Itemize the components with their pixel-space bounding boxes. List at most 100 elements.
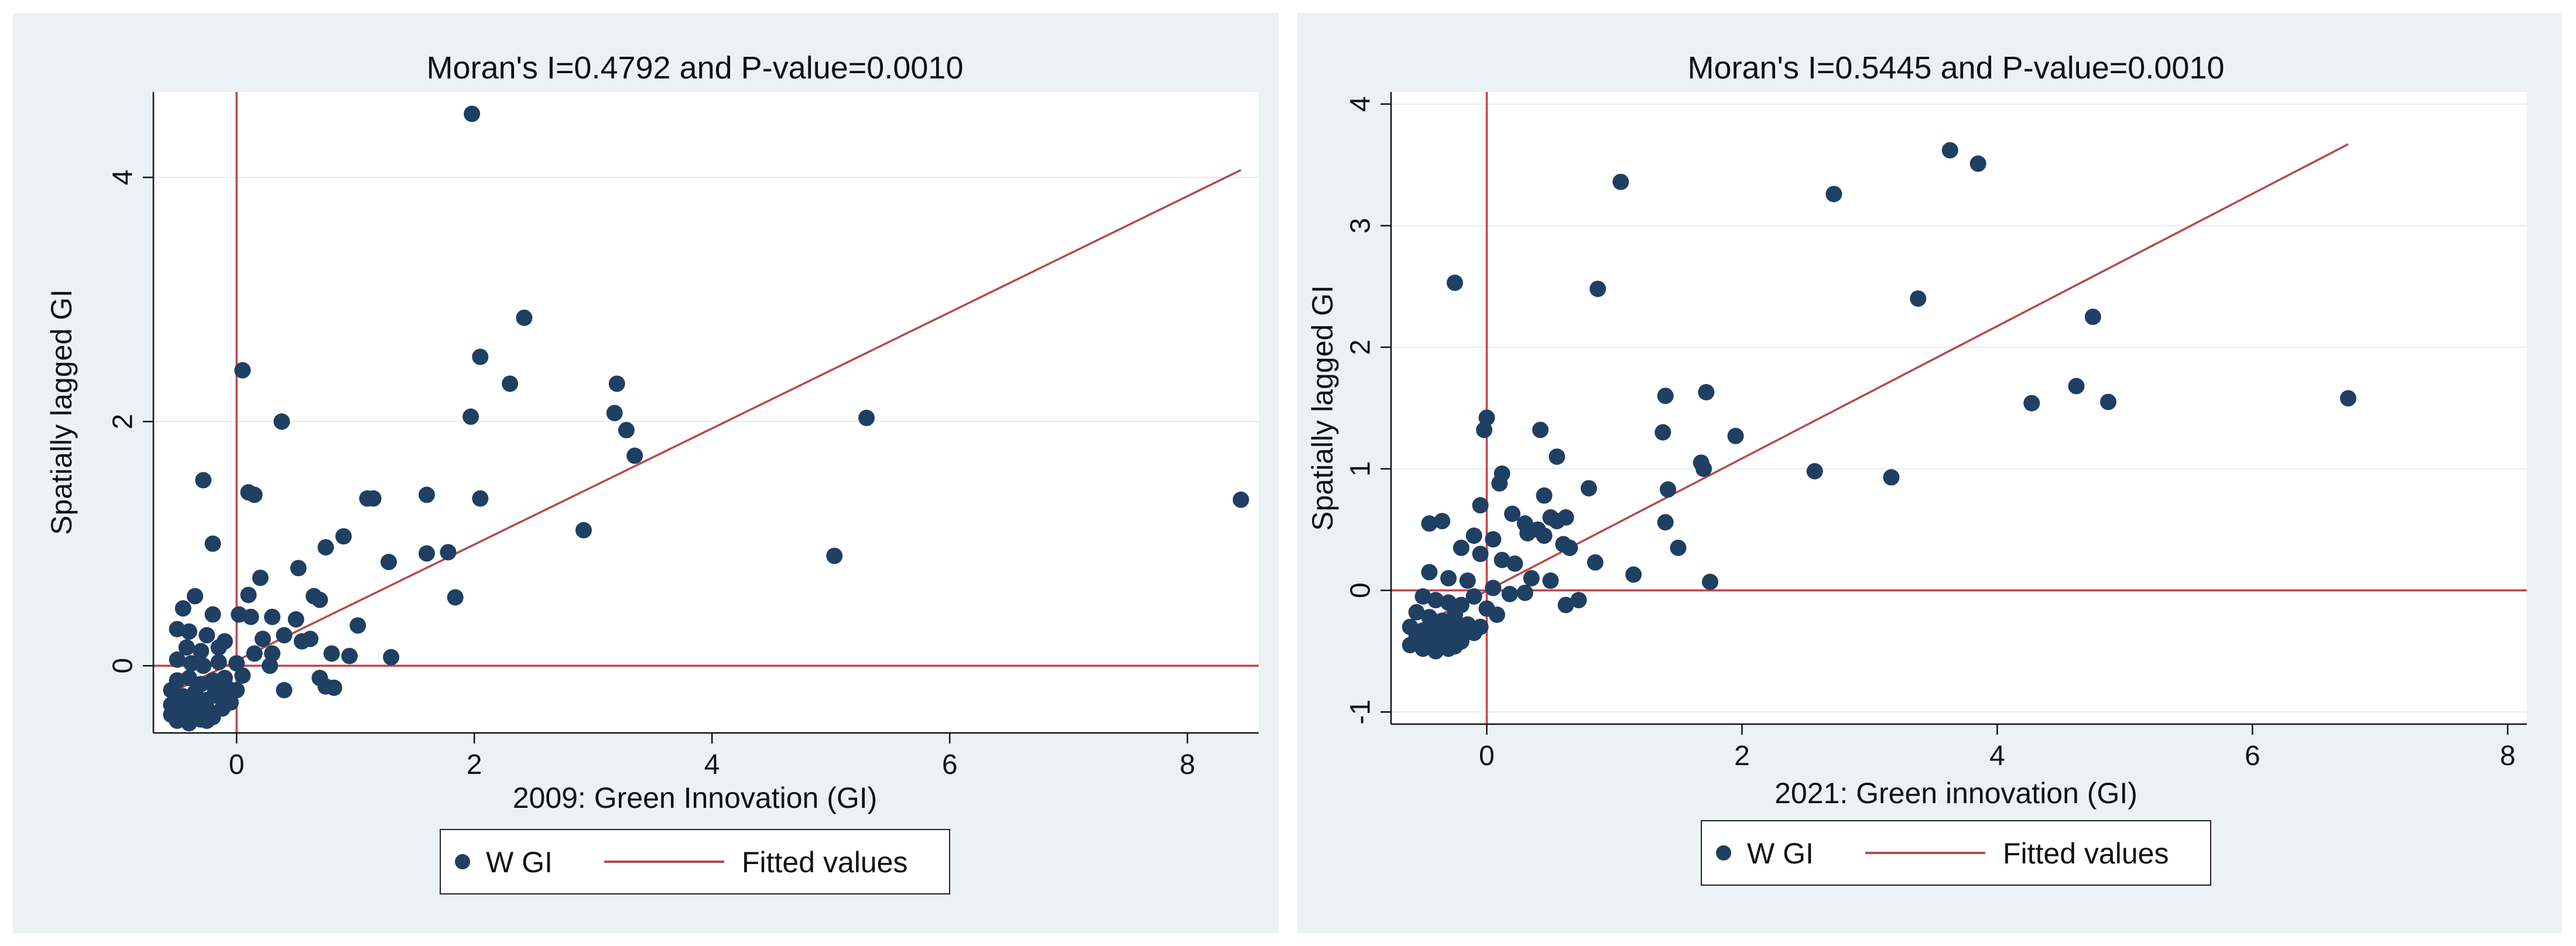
scatter-point <box>1476 421 1493 438</box>
plot-area <box>153 92 1259 733</box>
scatter-point <box>1414 588 1431 605</box>
y-tick-label: -1 <box>1345 700 1376 725</box>
x-axis-ticks: 0 2 4 6 8 <box>1479 724 2516 772</box>
scatter-point <box>1532 421 1549 438</box>
scatter-point <box>1612 173 1629 190</box>
y-tick-label: 4 <box>108 170 139 186</box>
scatter-point <box>1670 539 1687 556</box>
x-tick-label: 0 <box>1479 741 1495 772</box>
scatter-point <box>171 704 188 721</box>
scatter-point <box>287 611 304 628</box>
scatter-point <box>1232 491 1249 508</box>
scatter-point <box>1561 539 1578 556</box>
scatter-point <box>273 413 290 430</box>
x-tick-label: 8 <box>1180 749 1195 780</box>
left-chart-panel: Moran's I=0.4792 and P-value=0.0010 0 2 4 6… <box>13 13 1279 933</box>
x-tick-label: 2 <box>467 749 482 780</box>
scatter-point <box>2084 309 2101 325</box>
scatter-point <box>1465 588 1482 605</box>
fitted-line-layer <box>170 169 1242 694</box>
reference-lines <box>153 92 1259 733</box>
scatter-point <box>2023 395 2040 412</box>
legend: W GI Fitted values <box>1701 820 2211 886</box>
scatter-point <box>826 547 843 564</box>
scatter-point <box>1450 618 1467 635</box>
scatter-point <box>365 490 382 507</box>
scatter-point <box>193 643 210 660</box>
scatter-point <box>502 375 519 392</box>
y-tick-label: 0 <box>108 658 139 674</box>
scatter-point <box>234 362 251 379</box>
scatter-points <box>1402 142 2356 660</box>
x-tick-label: 6 <box>2245 741 2260 772</box>
x-tick-label: 2 <box>1734 741 1750 772</box>
scatter-point <box>2100 393 2117 410</box>
scatter-point <box>618 421 635 438</box>
scatter-point <box>1587 554 1604 571</box>
x-axis-ticks: 0 2 4 6 8 <box>229 733 1195 780</box>
y-tick-label: 4 <box>1345 96 1376 112</box>
scatter-point <box>254 630 271 647</box>
scatter-point <box>1660 481 1677 498</box>
scatter-point <box>1701 574 1718 590</box>
scatter-point <box>246 645 263 662</box>
right-scatter-chart: Moran's I=0.5445 and P-value=0.0010 0 2 4 6… <box>1306 50 2527 886</box>
scatter-point <box>1654 424 1671 441</box>
legend-label-points: W GI <box>1747 837 1814 870</box>
scatter-point <box>1465 527 1482 544</box>
scatter-point <box>1542 572 1559 589</box>
legend-marker-points <box>1716 845 1731 861</box>
scatter-point <box>472 348 489 365</box>
scatter-point <box>1557 597 1574 613</box>
scatter-point <box>1488 606 1505 623</box>
scatter-point <box>1459 572 1476 589</box>
scatter-point <box>234 667 251 684</box>
scatter-point <box>252 570 269 587</box>
scatter-point <box>335 528 352 545</box>
scatter-point <box>380 554 397 570</box>
scatter-point <box>383 649 400 666</box>
scatter-point <box>246 486 263 503</box>
legend-label-fit: Fitted values <box>742 846 907 879</box>
scatter-point <box>1453 633 1469 650</box>
scatter-point <box>1727 427 1744 444</box>
chart-title: Moran's I=0.4792 and P-value=0.0010 <box>427 50 964 85</box>
scatter-point <box>187 588 204 605</box>
y-tick-label: 2 <box>1345 340 1376 355</box>
scatter-point <box>1969 155 1986 172</box>
scatter-point <box>1504 505 1521 522</box>
scatter-point <box>1446 275 1463 292</box>
scatter-point <box>440 544 457 561</box>
scatter-point <box>210 654 227 671</box>
scatter-point <box>350 617 366 634</box>
scatter-point <box>1549 448 1566 465</box>
scatter-point <box>1478 409 1495 426</box>
scatter-point <box>317 539 334 556</box>
scatter-point <box>626 447 643 464</box>
scatter-point <box>264 645 281 662</box>
reference-lines <box>1391 92 2527 724</box>
scatter-point <box>1427 643 1444 660</box>
scatter-point <box>1485 580 1502 597</box>
legend-marker-points <box>455 854 470 869</box>
x-tick-label: 8 <box>2500 741 2516 772</box>
scatter-point <box>323 645 340 662</box>
scatter-point <box>1536 487 1553 504</box>
scatter-point <box>1590 280 1606 297</box>
scatter-point <box>464 105 481 122</box>
scatter-point <box>204 606 221 623</box>
scatter-point <box>606 405 623 421</box>
scatter-point <box>1657 388 1674 405</box>
scatter-point <box>472 490 489 507</box>
scatter-point <box>1408 628 1425 645</box>
y-axis-label: Spatially lagged GI <box>1306 285 1339 531</box>
scatter-point <box>1506 555 1523 572</box>
y-axis-ticks: -1 0 1 2 3 4 <box>1345 96 1391 725</box>
scatter-point <box>311 591 328 608</box>
scatter-point <box>1580 480 1597 497</box>
scatter-point <box>1570 592 1587 609</box>
scatter-point <box>218 679 235 696</box>
scatter-point <box>1437 630 1454 647</box>
scatter-point <box>183 694 200 711</box>
scatter-point <box>1491 475 1508 492</box>
